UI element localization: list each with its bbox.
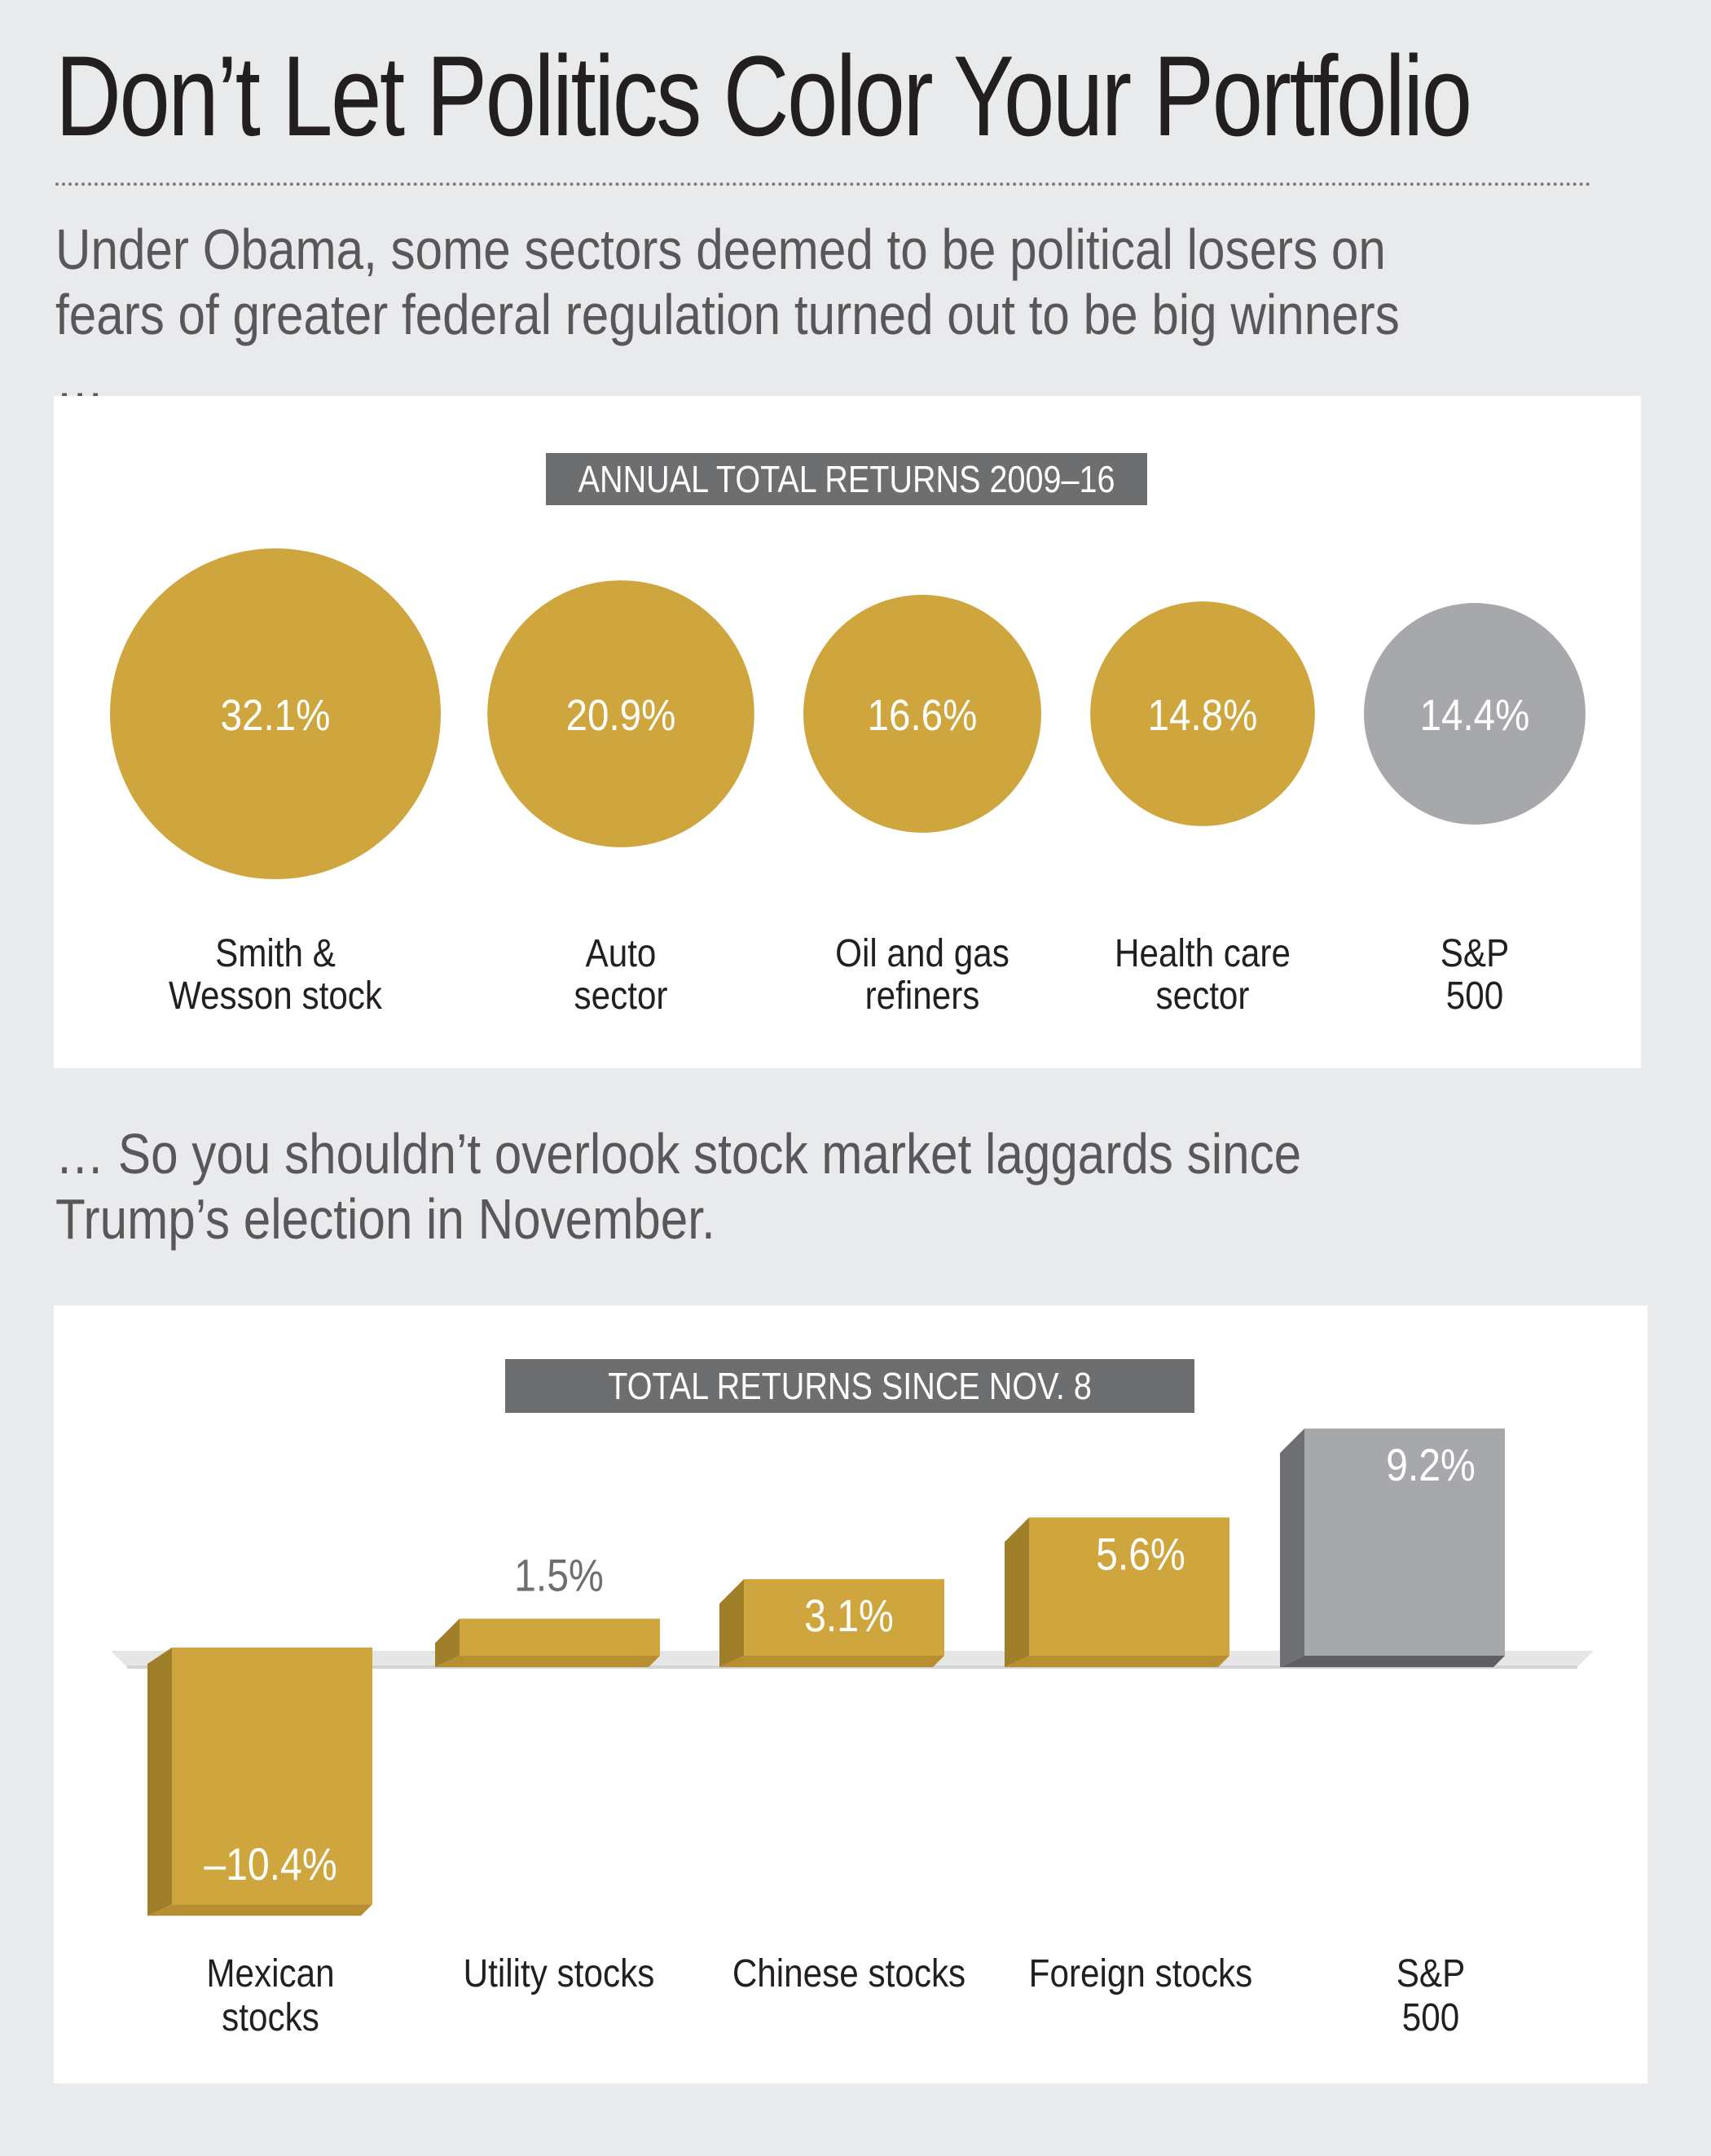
bar-category-label: 500 xyxy=(1402,1995,1459,2039)
bar-side xyxy=(147,1648,172,1916)
bar-category-label: stocks xyxy=(222,1995,319,2039)
bar-value-label: 9.2% xyxy=(1386,1441,1476,1491)
bar-category-label: Chinese stocks xyxy=(732,1951,965,1995)
bubble-category-label: Smith & xyxy=(215,931,336,975)
bar-bottom-edge xyxy=(147,1904,372,1916)
title-divider xyxy=(55,183,1591,186)
bar-group: 3.1% Chinese stocks xyxy=(719,1579,965,1995)
bar-category-label: Foreign stocks xyxy=(1029,1951,1253,1995)
intro-top-text: Under Obama, some sectors deemed to be p… xyxy=(55,218,1400,411)
bar xyxy=(744,1579,944,1656)
bar-side xyxy=(435,1618,460,1667)
bubble-category-label: refiners xyxy=(865,973,980,1017)
bubble xyxy=(1090,601,1315,826)
bubble-category-label: sector xyxy=(1155,973,1249,1017)
bubble-category-label: S&P xyxy=(1440,931,1510,975)
annual-returns-header: ANNUAL TOTAL RETURNS 2009–16 xyxy=(546,453,1147,505)
bar-group: 1.5% Utility stocks xyxy=(435,1551,660,1995)
bar xyxy=(1304,1428,1505,1656)
bubble-category-label: Oil and gas xyxy=(835,931,1009,975)
bubble xyxy=(803,595,1041,833)
bar-bottom-edge xyxy=(719,1656,944,1667)
bar-value-label: 1.5% xyxy=(514,1551,604,1601)
bar-value-label: –10.4% xyxy=(204,1840,336,1890)
bubble-value-label: 20.9% xyxy=(566,690,676,740)
bubble-category-label: 500 xyxy=(1446,973,1503,1017)
bubble-category-label: Health care xyxy=(1115,931,1291,975)
bubble-value-label: 14.4% xyxy=(1420,690,1530,740)
bar-side xyxy=(719,1579,744,1667)
returns-since-title: TOTAL RETURNS SINCE NOV. 8 xyxy=(608,1365,1092,1407)
bar-value-label: 3.1% xyxy=(804,1591,894,1642)
bubble-category-label: sector xyxy=(574,973,667,1017)
bar-category-label: Utility stocks xyxy=(464,1951,655,1995)
bubble xyxy=(110,548,441,879)
bar xyxy=(460,1618,660,1656)
bar-bottom-edge xyxy=(1280,1656,1505,1667)
bar xyxy=(1029,1517,1229,1656)
bubble-chart: 32.1%Smith &Wesson stock20.9%Autosector1… xyxy=(110,548,1586,1018)
bar-group: 5.6% Foreign stocks xyxy=(1005,1517,1252,1995)
returns-since-election-panel: TOTAL RETURNS SINCE NOV. 8 –10.4% Mexican… xyxy=(54,1305,1647,2083)
page-title: Don’t Let Politics Color Your Portfolio xyxy=(55,32,1472,160)
intro-bottom-text: … So you shouldn’t overlook stock market… xyxy=(55,1122,1302,1251)
bubble-group: 32.1% Smith &Wesson stock xyxy=(110,548,441,1018)
bar-category-label: Mexican xyxy=(206,1951,334,1995)
bar-bottom-edge xyxy=(435,1656,660,1667)
annual-returns-title: ANNUAL TOTAL RETURNS 2009–16 xyxy=(578,458,1115,500)
bubble xyxy=(487,580,754,847)
bubble xyxy=(1364,603,1586,825)
bar-side xyxy=(1280,1428,1304,1667)
bubble-value-label: 16.6% xyxy=(868,690,978,740)
bubble-category-label: Auto xyxy=(586,931,657,975)
bar-category-label: S&P xyxy=(1397,1951,1466,1995)
bubble-category-label: Wesson stock xyxy=(169,973,382,1017)
bar-value-label: 5.6% xyxy=(1096,1529,1185,1580)
annual-returns-panel: ANNUAL TOTAL RETURNS 2009–16 32.1% Smith … xyxy=(54,396,1641,1068)
bar xyxy=(172,1648,372,1905)
bubble-value-label: 14.8% xyxy=(1148,690,1258,740)
returns-since-header: TOTAL RETURNS SINCE NOV. 8 xyxy=(505,1359,1194,1413)
bubble-value-label: 32.1% xyxy=(221,690,331,740)
bar-bottom-edge xyxy=(1005,1656,1229,1667)
bar-side xyxy=(1005,1517,1029,1667)
